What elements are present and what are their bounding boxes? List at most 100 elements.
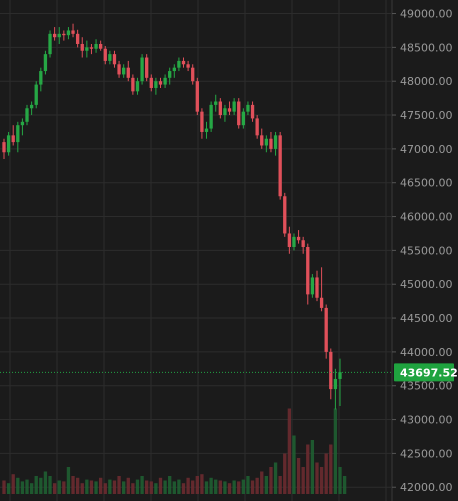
volume-bar (301, 467, 305, 494)
candle-body (264, 138, 269, 146)
candle-body (260, 135, 264, 146)
volume-bar (103, 483, 107, 494)
candle-body (75, 33, 80, 44)
candle-body (131, 77, 135, 92)
candle (43, 50, 48, 75)
candle-body (99, 43, 103, 49)
volume-bar (333, 408, 338, 494)
grid-lines (0, 0, 393, 501)
volume-bar (39, 477, 43, 494)
candle-body (154, 81, 158, 88)
candles (2, 23, 342, 410)
candle-body (112, 54, 117, 65)
volume-bar (342, 476, 347, 494)
volume-bar (250, 480, 255, 494)
candle (80, 37, 84, 58)
candle (264, 135, 269, 153)
candle-body (135, 81, 140, 92)
volume-bar (80, 483, 84, 494)
candle (250, 101, 255, 122)
candle (181, 57, 186, 68)
volume-bar (214, 479, 218, 494)
candle (140, 54, 144, 85)
volume-bar (25, 479, 29, 494)
volume-bar (34, 476, 38, 494)
volume-bar (2, 480, 6, 494)
candle (204, 121, 209, 139)
volume-bar (145, 480, 149, 494)
candle (218, 98, 222, 119)
candle (260, 128, 264, 149)
candle-body (278, 135, 282, 197)
candle-body (34, 84, 38, 105)
candle (273, 131, 278, 156)
candle (66, 27, 71, 40)
candle (214, 94, 218, 112)
volume-bar (191, 480, 195, 494)
candle (200, 108, 204, 139)
candle-body (149, 77, 153, 88)
volume-bar (338, 467, 342, 494)
volume-bar (16, 477, 20, 494)
volume-bar (329, 444, 333, 494)
candle (103, 46, 107, 65)
candle-body (191, 67, 195, 82)
candle-body (48, 33, 52, 55)
volume-bar (195, 476, 199, 494)
volume-bar (177, 479, 181, 494)
y-tick-label: 46000.00 (400, 211, 453, 224)
volume-bar (117, 476, 121, 494)
candle (287, 226, 292, 254)
candle-body (333, 378, 338, 390)
candle-body (66, 30, 71, 36)
candle (71, 23, 75, 38)
candle (16, 121, 20, 153)
volume-bar (227, 483, 232, 494)
candle-body (255, 118, 259, 136)
candle-body (246, 104, 250, 112)
candle-body (227, 108, 232, 112)
y-tick-label: 45000.00 (400, 278, 453, 291)
candle-body (273, 135, 278, 149)
y-tick-label: 47500.00 (400, 109, 453, 122)
candle-body (158, 81, 163, 85)
candle (108, 50, 112, 65)
volume-bar (89, 480, 94, 494)
candle (6, 131, 11, 156)
volume-bar (319, 467, 324, 494)
volume-bar (135, 479, 140, 494)
volume-bar (66, 467, 71, 494)
candle (131, 74, 135, 95)
candle-body (103, 48, 107, 61)
candle (338, 358, 342, 407)
candle (319, 267, 324, 312)
candle-body (89, 47, 94, 49)
candle-body (200, 111, 204, 132)
volume-bar (57, 480, 61, 494)
candle-body (29, 104, 34, 109)
candle (329, 348, 333, 400)
volume-bar (209, 477, 213, 494)
volume-bar (324, 453, 328, 494)
candle-body (310, 277, 315, 295)
candle (94, 39, 98, 53)
candle (296, 230, 301, 244)
volume-bar (181, 483, 186, 494)
volume-bar (287, 408, 292, 494)
volume-bar (172, 481, 176, 494)
volume-bar (43, 471, 48, 494)
candle-body (214, 101, 218, 105)
volume-bar (131, 483, 135, 494)
candle (57, 27, 61, 44)
volume-bar (6, 483, 11, 494)
candle (191, 64, 195, 85)
candle (333, 368, 338, 410)
candle (278, 131, 282, 200)
candle-body (338, 372, 342, 379)
y-tick-label: 49000.00 (400, 8, 453, 21)
candle-body (43, 54, 48, 72)
volume-bar (273, 462, 278, 494)
volume-bar (223, 481, 227, 494)
